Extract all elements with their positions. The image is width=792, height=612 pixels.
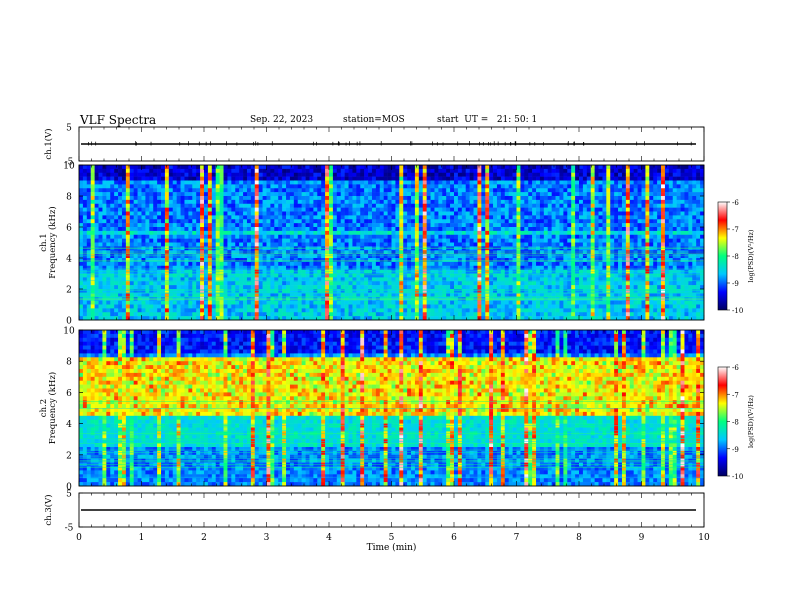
panel-1-y-label: ch.1(V) xyxy=(43,128,54,159)
panel-2-y-tick-label: 6 xyxy=(66,224,72,234)
panel-3-y-label: Frequency (kHz) xyxy=(47,372,58,444)
x-tick-label: 0 xyxy=(76,533,82,543)
colorbar-3-tick-label: -10 xyxy=(732,473,743,481)
chart-title: VLF Spectra xyxy=(80,113,157,127)
panel-1-y-tick-label: 5 xyxy=(66,124,72,134)
panel-4-y-tick-label: -5 xyxy=(65,524,74,534)
panel-3-y-tick-label: 2 xyxy=(66,451,72,461)
panel-4-y-label: ch.3(V) xyxy=(43,494,54,525)
x-tick-label: 4 xyxy=(326,533,332,543)
x-tick-label: 10 xyxy=(698,533,710,543)
panel-3-y-tick-label: 0 xyxy=(66,483,72,493)
panel-2-y-tick-label: 0 xyxy=(66,317,72,327)
colorbar-2-tick-label: -8 xyxy=(732,253,739,261)
spectrogram-2-cells xyxy=(79,165,705,321)
panel-4-y-tick-label: 5 xyxy=(66,490,72,500)
x-tick-label: 7 xyxy=(514,533,520,543)
panel-2-y-tick-label: 10 xyxy=(63,162,75,172)
colorbar-2-label: log(PSD)(V²/Hz) xyxy=(747,229,755,282)
panel-3-y-tick-label: 8 xyxy=(66,358,72,368)
panel-2-y-label: Frequency (kHz) xyxy=(47,206,58,278)
x-tick-label: 6 xyxy=(451,533,457,543)
panel-2-y-tick-label: 2 xyxy=(66,286,72,296)
panel-1-y-tick-label: -5 xyxy=(65,158,74,168)
x-tick-label: 8 xyxy=(576,533,582,543)
colorbar-2-tick-label: -10 xyxy=(732,307,743,315)
panel-3-y-tick-label: 4 xyxy=(66,420,72,430)
panel-3-y-label: ch.2 xyxy=(39,399,49,417)
panel-3-y-tick-label: 6 xyxy=(66,389,72,399)
station-label: station=MOS xyxy=(343,115,405,125)
panel-2-y-tick-label: 8 xyxy=(66,193,72,203)
x-tick-label: 9 xyxy=(639,533,645,543)
x-tick-label: 2 xyxy=(201,533,207,543)
colorbar-3-tick-label: -9 xyxy=(732,446,739,454)
colorbar-3-tick-label: -6 xyxy=(732,364,739,372)
colorbar-3-tick-label: -8 xyxy=(732,419,739,427)
colorbar-3-tick-label: -7 xyxy=(732,391,739,399)
panel-3-y-tick-label: 10 xyxy=(63,327,75,337)
panel-2-y-tick-label: 4 xyxy=(66,255,72,265)
colorbar-2 xyxy=(717,201,728,311)
start-time-label: start UT = 21: 50: 1 xyxy=(437,115,538,125)
spectrogram-3-cells xyxy=(79,330,705,487)
panel-2-y-label: ch.1 xyxy=(39,233,49,251)
x-tick-label: 1 xyxy=(139,533,145,543)
date-label: Sep. 22, 2023 xyxy=(250,115,314,125)
colorbar-2-tick-label: -7 xyxy=(732,226,739,234)
colorbar-3-label: log(PSD)(V²/Hz) xyxy=(747,395,755,448)
x-tick-label: 5 xyxy=(389,533,395,543)
x-tick-label: 3 xyxy=(264,533,270,543)
x-axis-label: Time (min) xyxy=(367,542,417,553)
colorbar-2-tick-label: -6 xyxy=(732,199,739,207)
colorbar-3 xyxy=(717,366,728,477)
colorbar-2-tick-label: -9 xyxy=(732,280,739,288)
